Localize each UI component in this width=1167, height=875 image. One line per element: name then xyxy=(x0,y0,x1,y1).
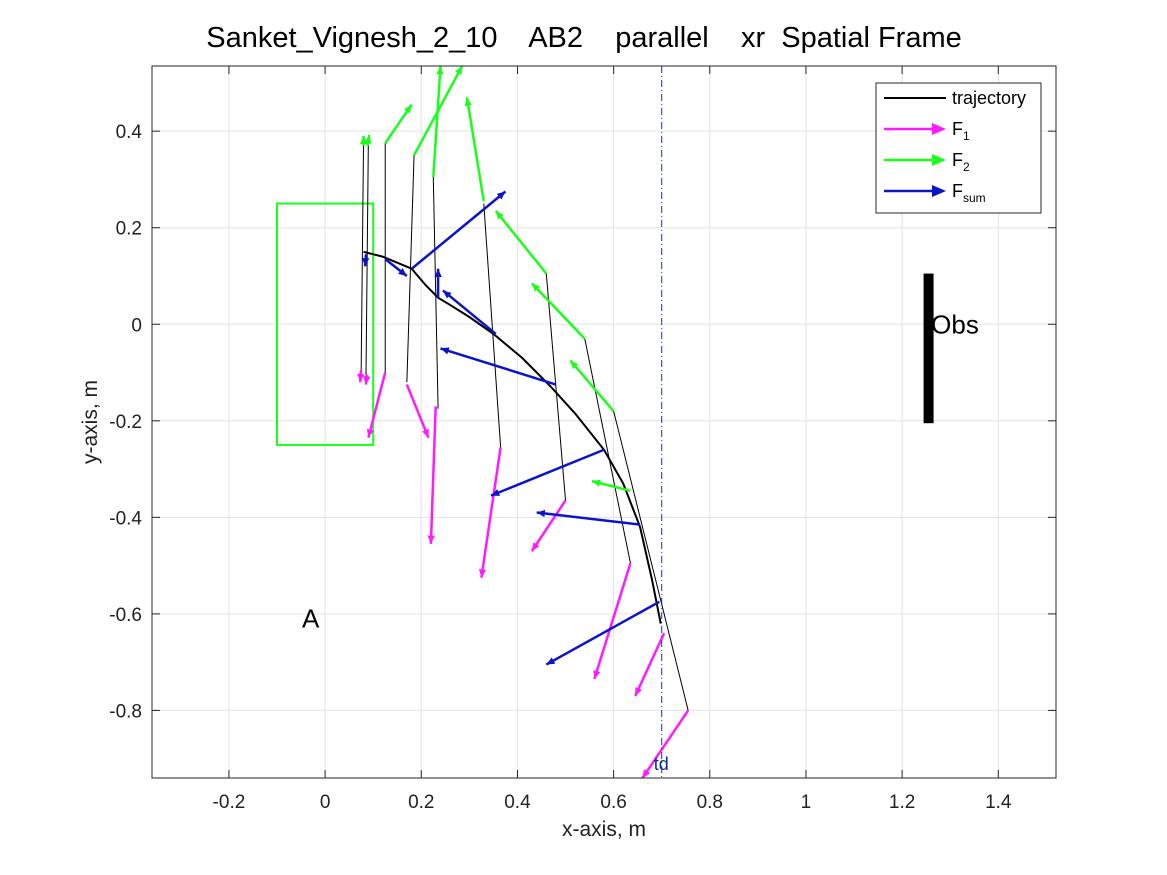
f2-arrow xyxy=(569,359,615,412)
body-line xyxy=(584,338,631,564)
f1-arrow xyxy=(641,709,690,778)
f1-arrow xyxy=(530,499,567,552)
x-tick-label: -0.2 xyxy=(213,792,246,813)
fsum-arrow xyxy=(545,600,660,666)
y-tick-label: -0.2 xyxy=(109,412,142,433)
x-tick-label: 1.4 xyxy=(985,792,1012,813)
body-line xyxy=(360,138,365,371)
obstacle-label: Obs xyxy=(931,309,979,339)
y-tick-label: -0.6 xyxy=(109,605,142,626)
region-a-box xyxy=(276,202,375,446)
plot-area xyxy=(276,66,934,778)
fsum-arrow xyxy=(384,258,408,277)
body-line xyxy=(483,203,502,448)
body-line xyxy=(365,138,369,378)
f2-arrow xyxy=(530,282,586,340)
x-tick-label: 0.4 xyxy=(504,792,531,813)
chart-title: Sanket_Vignesh_2_10 AB2 parallel xr Spat… xyxy=(206,22,962,54)
x-tick-label: 1.2 xyxy=(889,792,915,813)
x-tick-label: 0.8 xyxy=(697,792,723,813)
legend-swatch xyxy=(884,154,946,166)
x-tick-label: 0 xyxy=(320,792,331,813)
f2-arrow xyxy=(494,210,548,275)
fsum-arrow xyxy=(536,509,641,526)
body-line xyxy=(545,273,567,501)
legend-swatch xyxy=(884,123,946,135)
fsum-arrow xyxy=(442,289,497,335)
fsum-arrow xyxy=(490,448,605,497)
body-line xyxy=(613,411,689,711)
y-tick-label: 0 xyxy=(131,315,142,336)
f1-arrow xyxy=(427,406,437,544)
y-tick-label: 0.2 xyxy=(116,219,142,240)
trajectory-line xyxy=(363,250,662,624)
f2-arrow xyxy=(364,134,372,146)
x-tick-label: 1 xyxy=(801,792,812,813)
f2-arrow xyxy=(591,479,631,492)
f1-arrow xyxy=(366,372,387,439)
fsum-arrow xyxy=(440,347,557,386)
f2-arrow xyxy=(384,103,413,144)
y-tick-label: -0.8 xyxy=(109,701,142,722)
target-label: td xyxy=(654,754,669,774)
fsum-arrow xyxy=(410,190,507,270)
legend-item: trajectory xyxy=(884,88,1026,108)
fsum-arrow xyxy=(362,254,370,267)
x-tick-label: 0.2 xyxy=(408,792,434,813)
body-line xyxy=(432,177,439,409)
legend-swatch xyxy=(884,185,946,197)
f2-arrow xyxy=(464,97,486,202)
f2-arrow xyxy=(432,66,444,178)
f1-arrow xyxy=(593,562,632,680)
legend-label: trajectory xyxy=(952,88,1026,108)
f1-arrow xyxy=(478,447,502,578)
ticks: -0.2 0 0.2 0.4 0.6 0.8 1 1.2 1.4 0.4 0.2 0 -0.2 -0.4 -… xyxy=(109,66,1056,813)
region-a-label: A xyxy=(302,604,320,634)
x-tick-label: 0.6 xyxy=(600,792,626,813)
y-tick-label: -0.4 xyxy=(109,508,142,529)
y-axis-label: y-axis, m xyxy=(79,380,102,464)
f1-arrow xyxy=(357,370,365,383)
fsum-arrow xyxy=(434,268,442,298)
obstacle-bar xyxy=(923,273,934,424)
f1-arrow xyxy=(363,374,371,385)
f1-arrow xyxy=(405,384,430,439)
y-tick-label: 0.4 xyxy=(116,122,143,143)
plot-frame xyxy=(151,65,1057,779)
f1-arrow xyxy=(634,632,666,697)
x-axis-label: x-axis, m xyxy=(562,818,646,841)
